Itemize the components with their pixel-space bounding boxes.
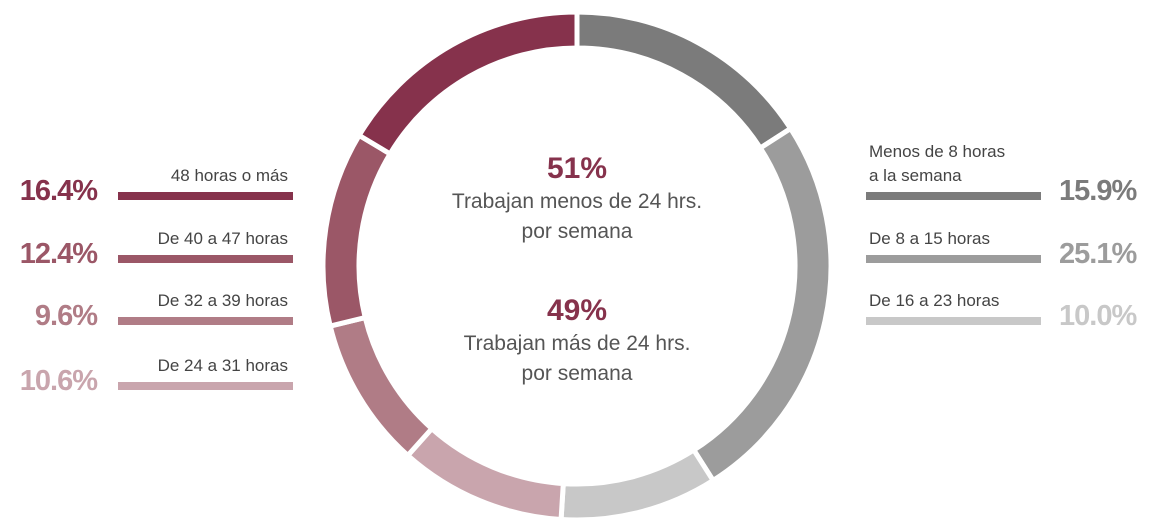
legend-swatch [118,255,293,263]
donut-segment [690,125,834,484]
legend-label: De 8 a 15 horas [869,229,990,248]
legend-swatch [866,192,1041,200]
legend-label: De 16 a 23 horas [869,291,1000,310]
donut-segment [558,446,717,519]
donut-segment [355,9,580,158]
center-text: por semana [522,220,633,243]
legend-swatch [118,382,293,390]
legend-label: De 40 a 47 horas [157,229,288,248]
donut-segment [327,314,436,459]
legend-swatch [866,255,1041,263]
center-percent: 51% [547,152,607,185]
value-label: 10.0% [1059,300,1137,332]
value-label: 15.9% [1059,175,1137,207]
legend-label: De 32 a 39 horas [157,291,288,310]
donut-segment [404,425,566,519]
donut-segment [320,131,394,330]
center-percent: 49% [547,294,607,327]
legend-label: 48 horas o más [170,166,288,185]
value-label: 12.4% [19,238,98,270]
center-text: Trabajan más de 24 hrs. [464,332,691,355]
legend-swatch [118,317,293,325]
legend-swatch [118,192,293,200]
legend-label: Menos de 8 horas a la semana [869,142,1006,185]
value-label: 10.6% [19,365,98,397]
value-label: 9.6% [34,300,98,332]
legend-label: De 24 a 31 horas [157,356,288,375]
value-label: 25.1% [1059,238,1137,270]
center-text: Trabajan menos de 24 hrs. [452,190,702,213]
center-text: por semana [522,362,633,385]
legend-swatch [866,317,1041,325]
value-label: 16.4% [19,175,98,207]
donut-segment [574,9,795,152]
